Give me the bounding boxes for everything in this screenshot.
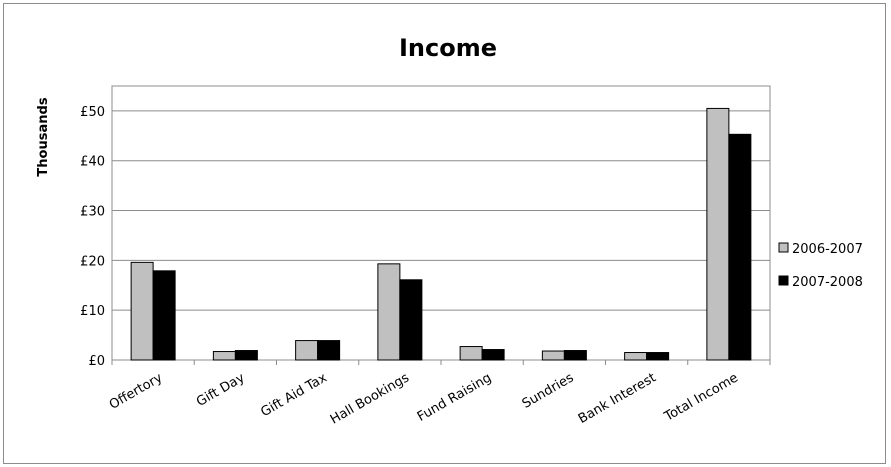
legend-swatch <box>778 275 789 286</box>
bar-2007-2008 <box>646 352 670 361</box>
bar-2007-2008 <box>728 133 752 361</box>
bar-2006-2007 <box>295 340 319 361</box>
y-tick-label: £30 <box>80 205 105 220</box>
x-category-label: Fund Raising <box>415 370 494 424</box>
x-category-label: Bank Interest <box>576 370 659 426</box>
bar-2006-2007 <box>377 263 401 361</box>
legend-label: 2007-2008 <box>792 275 863 290</box>
x-category-label: Hall Bookings <box>328 370 412 427</box>
y-tick-label: £20 <box>80 254 105 269</box>
bar-2006-2007 <box>212 351 236 361</box>
bar-2006-2007 <box>130 261 154 361</box>
bar-2007-2008 <box>399 279 423 361</box>
legend-swatch <box>778 242 789 253</box>
x-category-label: Total Income <box>661 370 741 425</box>
bar-2006-2007 <box>706 107 730 361</box>
y-tick-label: £40 <box>80 155 105 170</box>
bar-2007-2008 <box>563 350 587 361</box>
bar-2006-2007 <box>459 346 483 361</box>
legend-label: 2006-2007 <box>792 242 863 257</box>
chart-title: Income <box>399 34 497 62</box>
plot-area: £0 £10 £20 £30 £40 £50 Offertory Gift Day Gift A… <box>80 85 771 428</box>
bar-2007-2008 <box>317 340 341 361</box>
plot-border <box>111 85 771 361</box>
bar-2007-2008 <box>152 270 176 361</box>
x-category-label: Sundries <box>520 370 577 411</box>
bar-2006-2007 <box>541 350 565 361</box>
bar-2007-2008 <box>481 349 505 361</box>
legend: 2006-2007 2007-2008 <box>778 242 863 290</box>
y-axis-label: Thousands <box>36 97 51 176</box>
bar-2007-2008 <box>234 350 258 361</box>
bar-2006-2007 <box>624 352 648 361</box>
x-category-label: Offertory <box>107 370 166 412</box>
y-tick-label: £0 <box>88 354 105 369</box>
y-tick-label: £50 <box>80 105 105 120</box>
x-category-label: Gift Aid Tax <box>258 370 330 420</box>
x-category-label: Gift Day <box>194 370 248 410</box>
y-tick-label: £10 <box>80 304 105 319</box>
